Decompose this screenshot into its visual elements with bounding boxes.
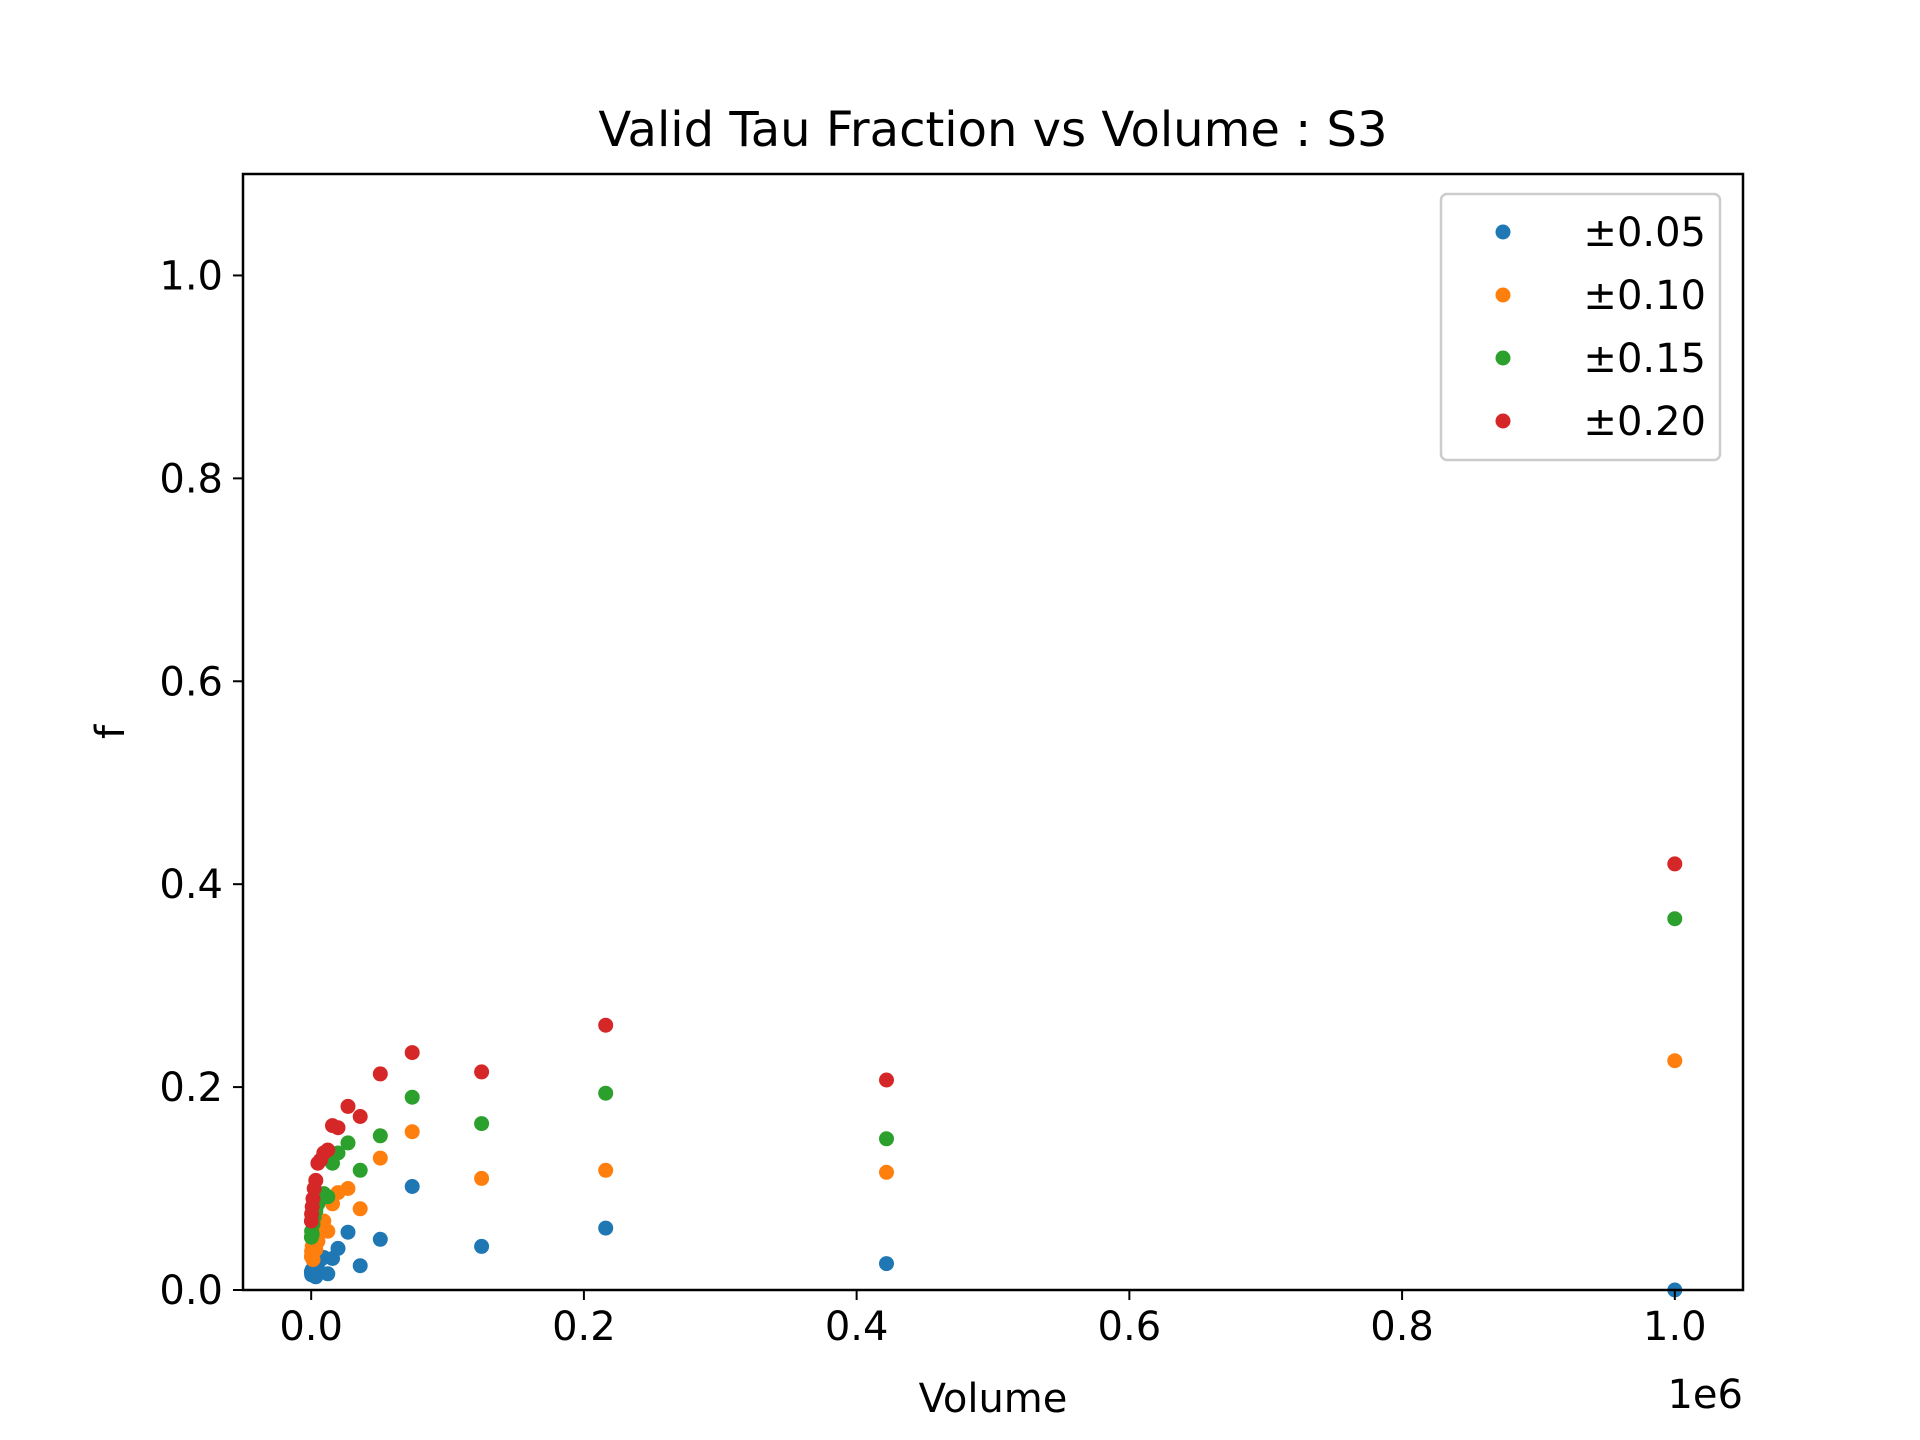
data-point xyxy=(352,1258,368,1274)
legend-label: ±0.05 xyxy=(1583,210,1706,256)
data-point xyxy=(404,1124,420,1140)
x-axis-offset-label: 1e6 xyxy=(1667,1372,1743,1418)
data-point xyxy=(372,1150,388,1166)
data-point xyxy=(474,1064,490,1080)
legend-label: ±0.15 xyxy=(1583,336,1706,382)
data-point xyxy=(308,1172,324,1188)
plot-frame xyxy=(241,172,1745,1292)
data-point xyxy=(330,1120,346,1136)
x-tick-label: 1.0 xyxy=(1643,1304,1707,1350)
data-point xyxy=(320,1266,336,1282)
data-point xyxy=(879,1164,894,1180)
legend: ±0.05 ±0.10 ±0.15 ±0.20 xyxy=(1439,192,1722,462)
data-point xyxy=(340,1224,356,1240)
data-point xyxy=(474,1238,490,1254)
x-tick-label: 0.4 xyxy=(825,1304,889,1350)
y-tick-label: 0.2 xyxy=(159,1065,223,1111)
x-tick-label: 0.8 xyxy=(1370,1304,1434,1350)
data-point xyxy=(372,1128,388,1144)
data-point xyxy=(320,1142,336,1158)
legend-label: ±0.10 xyxy=(1583,273,1706,319)
series-4 xyxy=(303,856,1683,1229)
legend-marker xyxy=(1495,224,1511,240)
points-layer xyxy=(303,856,1683,1298)
data-point xyxy=(598,1085,614,1101)
legend-marker xyxy=(1495,287,1511,303)
y-tick-label: 0.8 xyxy=(159,456,223,502)
data-point xyxy=(1667,856,1683,872)
data-point xyxy=(598,1017,614,1033)
data-point xyxy=(352,1162,368,1178)
data-point xyxy=(879,1072,894,1088)
data-point xyxy=(330,1240,346,1256)
data-point xyxy=(352,1109,368,1124)
data-point xyxy=(474,1170,490,1186)
data-point xyxy=(1667,1053,1683,1069)
data-point xyxy=(372,1066,388,1082)
data-point xyxy=(404,1089,420,1105)
data-point xyxy=(404,1179,420,1194)
y-tick-label: 0.4 xyxy=(159,862,223,908)
data-point xyxy=(1667,911,1683,927)
legend-label: ±0.20 xyxy=(1583,399,1706,445)
y-tick-label: 1.0 xyxy=(159,253,223,299)
data-point xyxy=(404,1045,420,1061)
x-axis-label: Volume xyxy=(919,1376,1068,1422)
x-tick-label: 0.6 xyxy=(1098,1304,1162,1350)
data-point xyxy=(340,1135,356,1151)
x-tick-label: 0.0 xyxy=(279,1304,343,1350)
data-point xyxy=(320,1223,336,1239)
legend-marker xyxy=(1495,413,1511,429)
data-point xyxy=(320,1189,336,1205)
data-point xyxy=(598,1220,614,1236)
chart-title: Valid Tau Fraction vs Volume : S3 xyxy=(598,102,1387,158)
data-point xyxy=(879,1256,894,1272)
legend-box xyxy=(1439,192,1722,462)
data-point xyxy=(340,1098,356,1114)
data-point xyxy=(879,1131,894,1147)
data-point xyxy=(598,1162,614,1178)
data-point xyxy=(340,1181,356,1196)
data-point xyxy=(372,1231,388,1247)
x-axis: 0.0 0.2 0.4 0.6 0.8 1.0 xyxy=(279,1290,1707,1350)
data-point xyxy=(352,1201,368,1217)
y-tick-label: 0.6 xyxy=(159,659,223,705)
data-point xyxy=(474,1116,490,1132)
x-tick-label: 0.2 xyxy=(552,1304,616,1350)
y-axis: 0.0 0.2 0.4 0.6 0.8 1.0 xyxy=(159,253,243,1314)
y-tick-label: 0.0 xyxy=(159,1268,223,1314)
legend-marker xyxy=(1495,350,1511,366)
y-axis-label: f xyxy=(88,724,134,739)
